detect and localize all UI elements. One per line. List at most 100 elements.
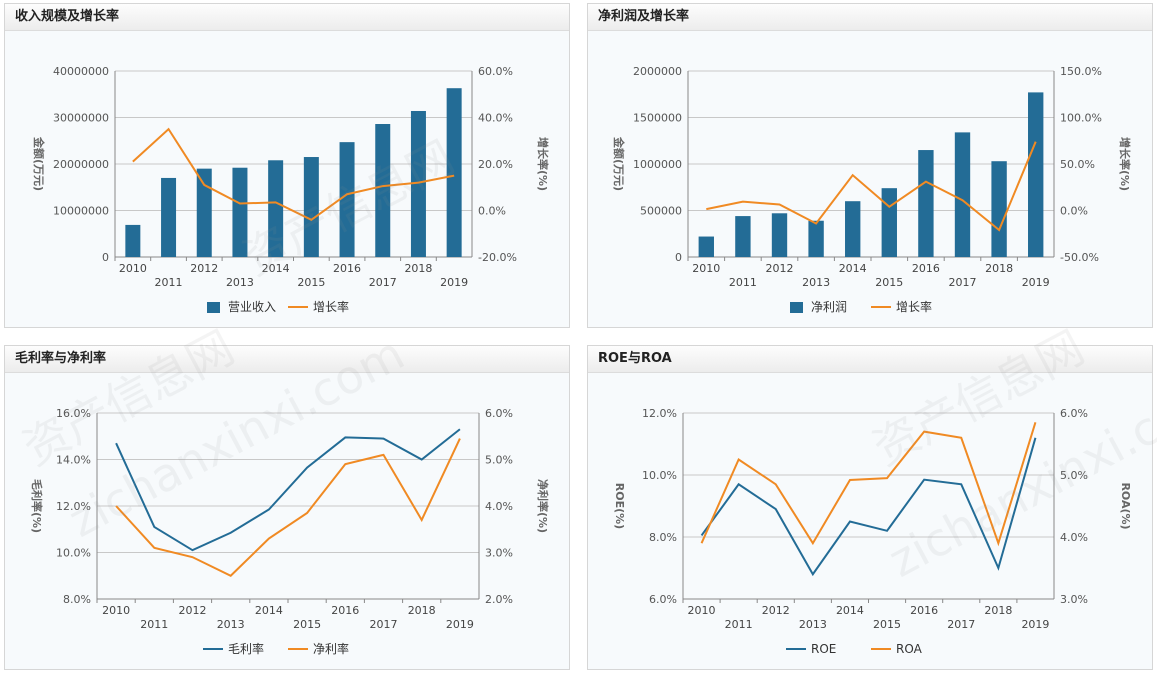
- x-tick-label: 2014: [839, 262, 867, 275]
- x-tick-label: 2010: [688, 604, 716, 617]
- margin-chart: 8.0% 10.0% 12.0% 14.0% 16.0% 2.0% 3.0% 4.0% 5.0%…: [30, 407, 550, 656]
- series-line: [132, 127, 455, 221]
- legend-label: 增长率: [896, 299, 932, 314]
- y-left-tick-label: 10000000: [53, 205, 109, 218]
- y-right-axis-label: 增长率(%): [536, 137, 550, 191]
- bar: [303, 157, 319, 257]
- y-left-axis-label: 金额(万元): [32, 136, 46, 191]
- y-right-tick-label: 150.0%: [1060, 65, 1102, 78]
- x-tick-label: 2016: [912, 262, 940, 275]
- x-tick-label: 2010: [102, 604, 130, 617]
- x-tick-label: 2011: [155, 276, 183, 289]
- x-tick-label: 2018: [404, 262, 432, 275]
- legend-label: 营业收入: [228, 300, 276, 314]
- x-tick-label: 2012: [179, 604, 207, 617]
- y-right-tick-label: -20.0%: [478, 251, 517, 264]
- y-left-axis-label: 金额(万元): [612, 136, 626, 191]
- y-right-tick-label: 50.0%: [1060, 158, 1095, 171]
- x-tick-label: 2017: [949, 276, 977, 289]
- x-tick-label: 2015: [293, 618, 321, 631]
- x-tick-label: 2019: [446, 618, 474, 631]
- y-left-tick-label: 10.0%: [56, 547, 91, 560]
- net-profit-panel: 净利润及增长率 0 500000 1000000 1500000 2000000 -50.…: [587, 3, 1153, 328]
- x-tick-label: 2019: [1021, 618, 1049, 631]
- legend-label: ROA: [896, 642, 923, 656]
- bar: [808, 220, 824, 257]
- x-tick-label: 2011: [140, 618, 168, 631]
- y-left-tick-label: 30000000: [53, 112, 109, 125]
- y-left-tick-label: 12.0%: [642, 407, 677, 420]
- panel-title: 收入规模及增长率: [5, 4, 569, 31]
- bar: [991, 161, 1007, 257]
- y-left-axis-label: ROE(%): [613, 483, 626, 529]
- y-right-tick-label: 3.0%: [1060, 593, 1088, 606]
- x-tick-label: 2011: [729, 276, 757, 289]
- y-right-tick-label: 3.0%: [485, 547, 513, 560]
- panel-title: 净利润及增长率: [588, 4, 1152, 31]
- legend-swatch: [790, 302, 803, 313]
- x-tick-label: 2015: [873, 618, 901, 631]
- y-right-tick-label: 4.0%: [485, 500, 513, 513]
- bar: [339, 142, 355, 257]
- y-left-tick-label: 8.0%: [649, 531, 677, 544]
- y-right-tick-label: 4.0%: [1060, 531, 1088, 544]
- y-right-axis-label: ROA(%): [1119, 482, 1132, 529]
- legend-label: 增长率: [313, 299, 349, 314]
- y-right-tick-label: 100.0%: [1060, 112, 1102, 125]
- series-line: [115, 438, 461, 577]
- x-tick-label: 2011: [725, 618, 753, 631]
- x-tick-label: 2013: [802, 276, 830, 289]
- net-profit-chart: 0 500000 1000000 1500000 2000000 -50.0% 0.0% 50…: [612, 65, 1132, 314]
- x-tick-label: 2012: [766, 262, 794, 275]
- x-tick-label: 2017: [369, 276, 397, 289]
- x-tick-label: 2016: [910, 604, 938, 617]
- bar: [268, 160, 284, 257]
- y-right-tick-label: 5.0%: [485, 454, 513, 467]
- panel-title: ROE与ROA: [588, 346, 1152, 373]
- x-tick-label: 2010: [119, 262, 147, 275]
- x-tick-label: 2013: [226, 276, 254, 289]
- y-right-tick-label: 0.0%: [1060, 205, 1088, 218]
- x-tick-label: 2017: [370, 618, 398, 631]
- revenue-panel: 收入规模及增长率 0 10000000 20000000 30000000 400000…: [4, 3, 570, 328]
- bar: [1028, 92, 1044, 257]
- y-left-tick-label: 14.0%: [56, 454, 91, 467]
- x-tick-label: 2013: [799, 618, 827, 631]
- y-left-tick-label: 0: [102, 251, 109, 264]
- legend-label: 净利润: [811, 300, 847, 314]
- y-right-tick-label: 20.0%: [478, 158, 513, 171]
- bar: [735, 216, 751, 257]
- x-tick-label: 2018: [408, 604, 436, 617]
- x-tick-label: 2017: [947, 618, 975, 631]
- bar: [845, 201, 861, 257]
- bar: [375, 124, 391, 257]
- series-line: [706, 141, 1037, 232]
- legend-label: 净利率: [313, 641, 349, 656]
- panel-title: 毛利率与净利率: [5, 346, 569, 373]
- y-right-tick-label: 5.0%: [1060, 469, 1088, 482]
- series-line: [700, 422, 1037, 547]
- x-tick-label: 2018: [985, 262, 1013, 275]
- bar: [232, 167, 248, 257]
- bar: [918, 150, 934, 257]
- y-left-axis-label: 毛利率(%): [30, 479, 44, 533]
- y-right-tick-label: 2.0%: [485, 593, 513, 606]
- x-tick-label: 2019: [440, 276, 468, 289]
- y-right-tick-label: 60.0%: [478, 65, 513, 78]
- roe-roa-chart: 6.0% 8.0% 10.0% 12.0% 3.0% 4.0% 5.0% 6.0% 2010 20…: [613, 407, 1132, 656]
- y-left-tick-label: 40000000: [53, 65, 109, 78]
- y-left-tick-label: 12.0%: [56, 500, 91, 513]
- y-left-tick-label: 10.0%: [642, 469, 677, 482]
- x-tick-label: 2012: [190, 262, 218, 275]
- bar: [125, 224, 141, 257]
- y-left-tick-label: 20000000: [53, 158, 109, 171]
- x-tick-label: 2015: [297, 276, 325, 289]
- bar: [196, 168, 212, 257]
- y-right-axis-label: 净利率(%): [536, 479, 550, 533]
- y-right-tick-label: 40.0%: [478, 112, 513, 125]
- bar: [954, 132, 971, 257]
- y-left-tick-label: 1500000: [633, 112, 682, 125]
- bar: [410, 110, 426, 258]
- y-left-tick-label: 1000000: [633, 158, 682, 171]
- y-left-tick-label: 500000: [640, 205, 682, 218]
